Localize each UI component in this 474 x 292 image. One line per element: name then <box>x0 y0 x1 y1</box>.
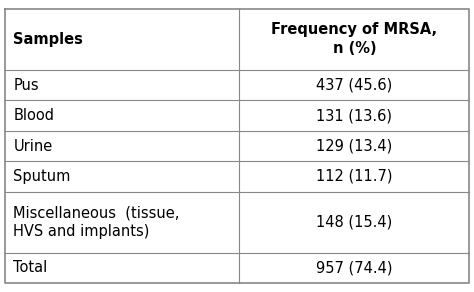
Text: Sputum: Sputum <box>13 169 71 184</box>
Text: 957 (74.4): 957 (74.4) <box>316 260 392 275</box>
Text: Urine: Urine <box>13 138 53 154</box>
Text: Frequency of MRSA,
n (%): Frequency of MRSA, n (%) <box>271 22 438 56</box>
Text: Blood: Blood <box>13 108 54 123</box>
Text: Pus: Pus <box>13 77 39 93</box>
Text: 148 (15.4): 148 (15.4) <box>316 215 392 230</box>
Text: Total: Total <box>13 260 47 275</box>
Text: 131 (13.6): 131 (13.6) <box>316 108 392 123</box>
Text: 437 (45.6): 437 (45.6) <box>316 77 392 93</box>
Text: 129 (13.4): 129 (13.4) <box>316 138 392 154</box>
Text: Samples: Samples <box>13 32 83 47</box>
Text: Miscellaneous  (tissue,
HVS and implants): Miscellaneous (tissue, HVS and implants) <box>13 206 180 239</box>
Text: 112 (11.7): 112 (11.7) <box>316 169 392 184</box>
